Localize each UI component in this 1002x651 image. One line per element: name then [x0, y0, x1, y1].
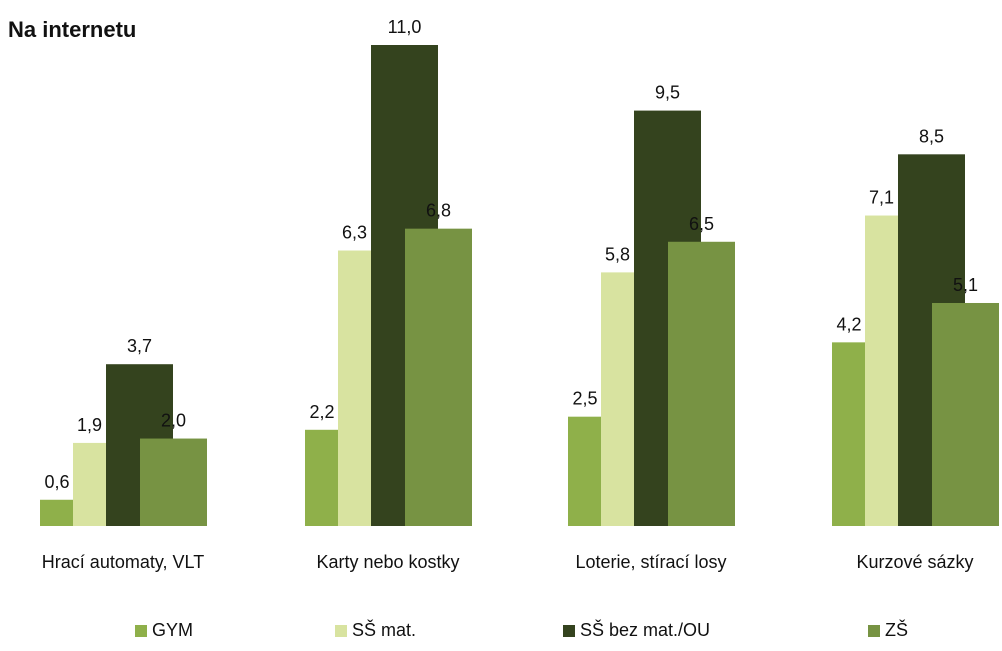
category-label-hraci-automaty-vlt: Hrací automaty, VLT — [42, 552, 204, 572]
legend: GYM SŠ mat. SŠ bez mat./OU ZŠ — [0, 620, 1002, 650]
bar-zs-hraci-automaty-vlt — [140, 438, 207, 526]
category-label-karty-nebo-kostky: Karty nebo kostky — [316, 552, 459, 572]
bar-gym-loterie-stiraci-losy — [568, 416, 602, 526]
bar-gym-kurzove-sazky — [832, 342, 866, 526]
data-label-ss-bez-mat-ou-kurzove-sazky: 8,5 — [919, 126, 944, 146]
legend-swatch-gym — [135, 624, 147, 637]
legend-item-ss-mat: SŠ mat. — [335, 620, 416, 641]
data-label-ss-mat-loterie-stiraci-losy: 5,8 — [605, 244, 630, 264]
bar-zs-loterie-stiraci-losy — [668, 241, 735, 527]
legend-label-ss-mat: SŠ mat. — [352, 620, 417, 640]
legend-swatch-ss-bez-mat — [563, 624, 575, 637]
bar-gym-karty-nebo-kostky — [305, 429, 339, 526]
data-label-ss-mat-kurzove-sazky: 7,1 — [869, 188, 894, 208]
data-label-ss-bez-mat-ou-karty-nebo-kostky: 11,0 — [388, 17, 422, 37]
data-label-zs-hraci-automaty-vlt: 2,0 — [161, 411, 186, 431]
legend-item-zs: ZŠ — [868, 620, 908, 641]
legend-item-ss-bez-mat: SŠ bez mat./OU — [563, 620, 710, 641]
data-label-ss-bez-mat-ou-loterie-stiraci-losy: 9,5 — [655, 83, 680, 103]
category-label-kurzove-sazky: Kurzové sázky — [856, 552, 973, 572]
data-label-gym-hraci-automaty-vlt: 0,6 — [44, 472, 69, 492]
data-label-zs-kurzove-sazky: 5,1 — [953, 275, 978, 295]
bar-zs-karty-nebo-kostky — [405, 228, 472, 526]
bar-ss-mat-karty-nebo-kostky — [338, 250, 371, 526]
data-label-gym-kurzove-sazky: 4,2 — [836, 314, 861, 334]
legend-label-zs: ZŠ — [885, 620, 909, 640]
data-label-ss-mat-hraci-automaty-vlt: 1,9 — [77, 415, 102, 435]
bar-gym-hraci-automaty-vlt — [40, 499, 74, 526]
legend-label-ss-bez-mat: SŠ bez mat./OU — [580, 620, 711, 640]
data-label-gym-karty-nebo-kostky: 2,2 — [309, 402, 334, 422]
bar-ss-mat-loterie-stiraci-losy — [601, 272, 634, 526]
legend-item-gym: GYM — [135, 620, 193, 641]
data-label-gym-loterie-stiraci-losy: 2,5 — [572, 389, 597, 409]
bar-ss-mat-kurzove-sazky — [865, 215, 898, 526]
bar-zs-kurzove-sazky — [932, 302, 999, 526]
legend-swatch-ss-mat — [335, 624, 347, 637]
data-label-ss-bez-mat-ou-hraci-automaty-vlt: 3,7 — [127, 336, 152, 356]
bar-chart: 0,6 1,9 3,7 2,0 Hrací automaty, VLT 2,2 6,3 11,… — [40, 17, 999, 572]
legend-swatch-zs — [868, 624, 880, 637]
data-label-ss-mat-karty-nebo-kostky: 6,3 — [342, 223, 367, 243]
data-label-zs-karty-nebo-kostky: 6,8 — [426, 201, 451, 221]
data-label-zs-loterie-stiraci-losy: 6,5 — [689, 214, 714, 234]
category-label-loterie-stiraci-losy: Loterie, stírací losy — [575, 552, 726, 572]
chart-title: Na internetu — [8, 17, 137, 42]
bar-ss-mat-hraci-automaty-vlt — [73, 442, 106, 526]
legend-label-gym: GYM — [152, 620, 194, 640]
